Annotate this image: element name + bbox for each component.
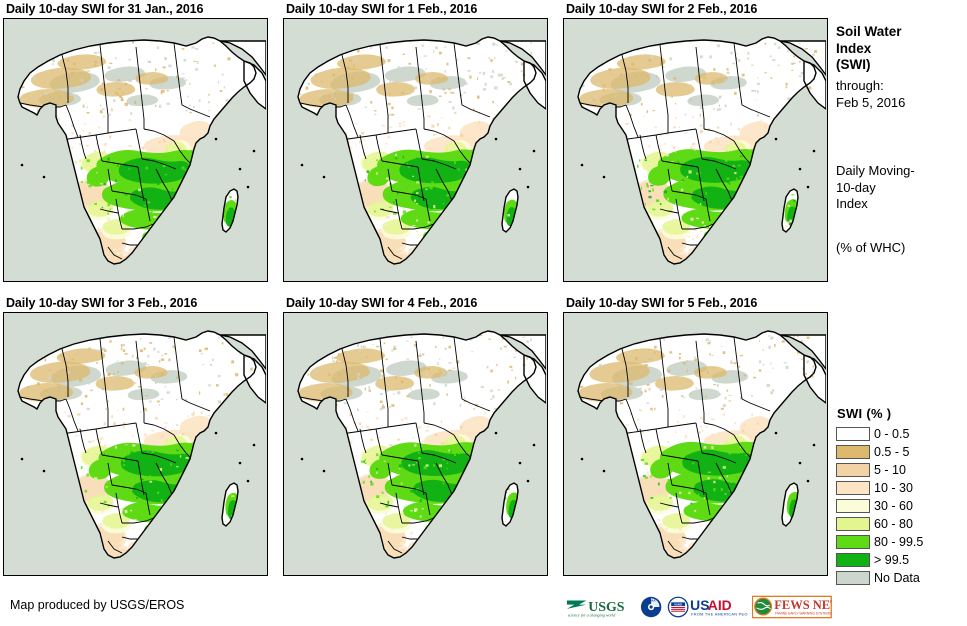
map-panel[interactable]: Daily 10-day SWI for 2 Feb., 2016 [563,2,835,286]
africa-map[interactable] [283,18,548,282]
africa-map[interactable] [563,312,828,576]
africa-map[interactable] [563,18,828,282]
legend-label: > 99.5 [874,553,910,567]
index-desc-line2: 10-day [836,179,876,195]
africa-map-svg [284,313,546,574]
svg-text:science for a changing world: science for a changing world [568,612,616,617]
svg-text:NOAA: NOAA [647,599,657,603]
legend-swatch [836,571,870,585]
map-panel[interactable]: Daily 10-day SWI for 31 Jan., 2016 [3,2,275,286]
svg-text:USAID: USAID [674,602,682,606]
legend-title: SWI (% ) [837,406,892,421]
svg-text:FAMINE EARLY WARNING SYSTEMS N: FAMINE EARLY WARNING SYSTEMS NETWORK [775,611,832,615]
fewsnet-logo[interactable]: FEWS NET FAMINE EARLY WARNING SYSTEMS NE… [752,594,832,620]
legend-swatch [836,517,870,531]
legend-swatch [836,535,870,549]
panel-title: Daily 10-day SWI for 4 Feb., 2016 [286,296,478,310]
index-desc-line3: Index [836,196,868,211]
sidebar-index-description: Daily Moving- 10-day Index [836,163,915,213]
legend-item[interactable]: 0 - 0.5 [836,425,923,443]
legend-item[interactable]: > 99.5 [836,551,923,569]
svg-text:US: US [690,597,709,613]
legend-label: 0.5 - 5 [874,445,910,459]
map-panel[interactable]: Daily 10-day SWI for 1 Feb., 2016 [283,2,555,286]
legend-label: 60 - 80 [874,517,913,531]
legend-item[interactable]: 10 - 30 [836,479,923,497]
legend-item[interactable]: No Data [836,569,923,587]
africa-map[interactable] [3,18,268,282]
africa-map-svg [284,19,546,280]
legend-item[interactable]: 80 - 99.5 [836,533,923,551]
africa-map-svg [564,19,826,280]
sidebar-through-date: through: Feb 5, 2016 [836,78,905,111]
africa-map-svg [4,313,266,574]
panel-title: Daily 10-day SWI for 5 Feb., 2016 [566,296,758,310]
svg-text:USGS: USGS [588,600,625,615]
agency-logos: USGS science for a changing world NOAA U… [566,592,832,622]
map-panel[interactable]: Daily 10-day SWI for 5 Feb., 2016 [563,296,835,580]
noaa-logo[interactable]: NOAA [640,595,662,619]
panel-title: Daily 10-day SWI for 1 Feb., 2016 [286,2,478,16]
legend-label: 0 - 0.5 [874,427,910,441]
map-credit: Map produced by USGS/EROS [10,598,185,612]
legend-item[interactable]: 60 - 80 [836,515,923,533]
map-panel[interactable]: Daily 10-day SWI for 3 Feb., 2016 [3,296,275,580]
legend-item[interactable]: 5 - 10 [836,461,923,479]
africa-map[interactable] [3,312,268,576]
legend-swatch [836,445,870,459]
legend-label: 10 - 30 [874,481,913,495]
panel-title: Daily 10-day SWI for 2 Feb., 2016 [566,2,758,16]
map-panel[interactable]: Daily 10-day SWI for 4 Feb., 2016 [283,296,555,580]
africa-map-svg [564,313,826,574]
sidebar-title-line3: (SWI) [836,57,871,72]
legend-swatch [836,427,870,441]
through-date: Feb 5, 2016 [836,94,906,110]
legend-label: 80 - 99.5 [874,535,924,549]
legend-swatch [836,463,870,477]
sidebar-title-line2: Index [836,40,872,56]
svg-text:AID: AID [707,597,731,613]
legend: SWI (% ) 0 - 0.5 0.5 - 5 5 - 10 10 - 30 … [836,406,923,587]
legend-swatch [836,481,870,495]
panel-title: Daily 10-day SWI for 31 Jan., 2016 [6,2,204,16]
usaid-logo[interactable]: USAID US AID FROM THE AMERICAN PEOPLE [667,595,749,619]
legend-item[interactable]: 30 - 60 [836,497,923,515]
sidebar: Soil Water Index (SWI) through: Feb 5, 2… [836,0,967,626]
africa-map[interactable] [283,312,548,576]
sidebar-title: Soil Water Index (SWI) [836,24,902,74]
panel-title: Daily 10-day SWI for 3 Feb., 2016 [6,296,198,310]
legend-label: 5 - 10 [874,463,906,477]
legend-item[interactable]: 0.5 - 5 [836,443,923,461]
legend-label: No Data [874,571,920,585]
index-desc-line1: Daily Moving- [836,163,915,178]
africa-map-svg [4,19,266,280]
legend-label: 30 - 60 [874,499,913,513]
through-label: through: [836,78,884,93]
map-panel-grid: Daily 10-day SWI for 31 Jan., 2016 Daily… [3,2,828,580]
usgs-logo[interactable]: USGS science for a changing world [566,595,636,619]
sidebar-title-line1: Soil Water [836,24,902,39]
sidebar-units: (% of WHC) [836,240,906,255]
legend-swatch [836,499,870,513]
svg-text:FROM THE AMERICAN PEOPLE: FROM THE AMERICAN PEOPLE [691,611,748,616]
legend-swatch [836,553,870,567]
svg-text:FEWS NET: FEWS NET [775,598,832,612]
